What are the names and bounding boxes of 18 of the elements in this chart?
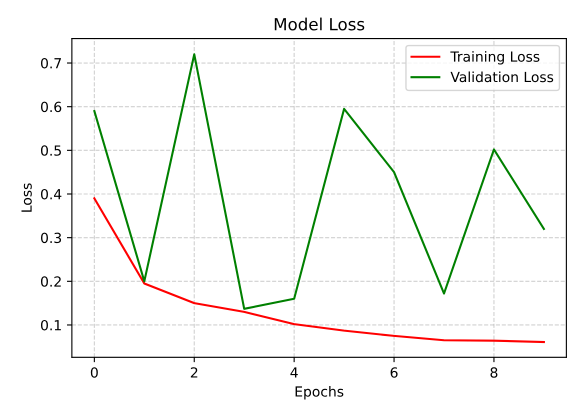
- y-tick-label: 0.2: [40, 276, 61, 287]
- legend-label: Validation Loss: [450, 71, 554, 82]
- y-tick-label: 0.4: [40, 188, 62, 200]
- chart-title: Model Loss: [274, 18, 364, 30]
- y-tick-label: 0.3: [40, 232, 62, 244]
- line-series: [93, 197, 545, 344]
- x-tick-label: 4: [290, 367, 298, 378]
- x-axis-title: Epochs: [296, 386, 344, 400]
- y-tick-label: 0.7: [40, 58, 61, 68]
- y-tick-label: 0.6: [40, 102, 62, 112]
- legend-label: Training Loss: [450, 51, 540, 65]
- y-tick-label: 0.5: [40, 145, 61, 156]
- x-tick-label: 0: [90, 367, 98, 378]
- x-tick-label: 2: [190, 367, 198, 378]
- y-axis-title: Loss: [21, 183, 32, 212]
- x-tick-label: 6: [390, 367, 398, 378]
- x-tick-label: 8: [490, 367, 498, 378]
- y-tick-label: 0.1: [40, 320, 61, 330]
